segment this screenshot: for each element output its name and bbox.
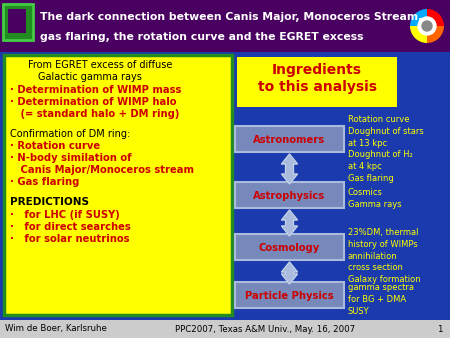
Text: PPC2007, Texas A&M Univ., May. 16, 2007: PPC2007, Texas A&M Univ., May. 16, 2007 bbox=[175, 324, 355, 334]
Text: Cosmology: Cosmology bbox=[259, 243, 320, 253]
Wedge shape bbox=[427, 9, 444, 26]
Text: From EGRET excess of diffuse: From EGRET excess of diffuse bbox=[28, 60, 172, 70]
Polygon shape bbox=[282, 262, 297, 284]
Text: to this analysis: to this analysis bbox=[257, 80, 377, 94]
Text: (= standard halo + DM ring): (= standard halo + DM ring) bbox=[10, 109, 180, 119]
FancyBboxPatch shape bbox=[235, 126, 344, 152]
FancyBboxPatch shape bbox=[0, 320, 450, 338]
FancyBboxPatch shape bbox=[0, 0, 450, 320]
FancyBboxPatch shape bbox=[235, 182, 344, 208]
Wedge shape bbox=[410, 9, 427, 26]
FancyBboxPatch shape bbox=[235, 234, 344, 260]
Text: · Gas flaring: · Gas flaring bbox=[10, 177, 79, 187]
FancyBboxPatch shape bbox=[8, 9, 26, 33]
Text: · N-body similation of: · N-body similation of bbox=[10, 153, 131, 163]
FancyBboxPatch shape bbox=[237, 57, 397, 107]
Text: Astrophysics: Astrophysics bbox=[253, 191, 325, 201]
Polygon shape bbox=[282, 210, 297, 236]
Text: Confirmation of DM ring:: Confirmation of DM ring: bbox=[10, 129, 130, 139]
Text: ·   for LHC (if SUSY): · for LHC (if SUSY) bbox=[10, 210, 120, 220]
Text: Ingredients: Ingredients bbox=[272, 63, 362, 77]
Polygon shape bbox=[282, 154, 297, 184]
Text: Canis Major/Monoceros stream: Canis Major/Monoceros stream bbox=[10, 165, 194, 175]
Circle shape bbox=[418, 17, 436, 35]
Circle shape bbox=[422, 21, 432, 31]
Wedge shape bbox=[410, 26, 427, 43]
Text: Particle Physics: Particle Physics bbox=[245, 291, 334, 301]
Text: 23%DM, thermal
history of WIMPs
annihilation
cross section
Galaxy formation: 23%DM, thermal history of WIMPs annihila… bbox=[348, 228, 421, 284]
Wedge shape bbox=[427, 26, 444, 43]
Text: Astronomers: Astronomers bbox=[253, 135, 325, 145]
Text: Galactic gamma rays: Galactic gamma rays bbox=[38, 72, 142, 82]
FancyBboxPatch shape bbox=[4, 55, 232, 315]
FancyBboxPatch shape bbox=[3, 4, 33, 40]
Text: · Rotation curve: · Rotation curve bbox=[10, 141, 100, 151]
Text: ·   for direct searches: · for direct searches bbox=[10, 222, 131, 232]
Text: PREDICTIONS: PREDICTIONS bbox=[10, 197, 89, 207]
FancyBboxPatch shape bbox=[0, 0, 450, 52]
Text: The dark connection between Canis Major, Monoceros Stream,: The dark connection between Canis Major,… bbox=[40, 12, 423, 22]
Text: ·   for solar neutrinos: · for solar neutrinos bbox=[10, 234, 130, 244]
Text: · Determination of WIMP mass: · Determination of WIMP mass bbox=[10, 85, 181, 95]
Text: gas flaring, the rotation curve and the EGRET excess: gas flaring, the rotation curve and the … bbox=[40, 32, 364, 42]
Text: Cosmics
Gamma rays: Cosmics Gamma rays bbox=[348, 188, 401, 209]
Text: Wim de Boer, Karlsruhe: Wim de Boer, Karlsruhe bbox=[5, 324, 107, 334]
FancyBboxPatch shape bbox=[235, 282, 344, 308]
Text: · Determination of WIMP halo: · Determination of WIMP halo bbox=[10, 97, 176, 107]
Text: Rotation curve
Doughnut of stars
at 13 kpc
Doughnut of H₂
at 4 kpc
Gas flaring: Rotation curve Doughnut of stars at 13 k… bbox=[348, 115, 424, 183]
Text: gamma spectra
for BG + DMA
SUSY: gamma spectra for BG + DMA SUSY bbox=[348, 283, 414, 316]
Text: 1: 1 bbox=[437, 324, 443, 334]
